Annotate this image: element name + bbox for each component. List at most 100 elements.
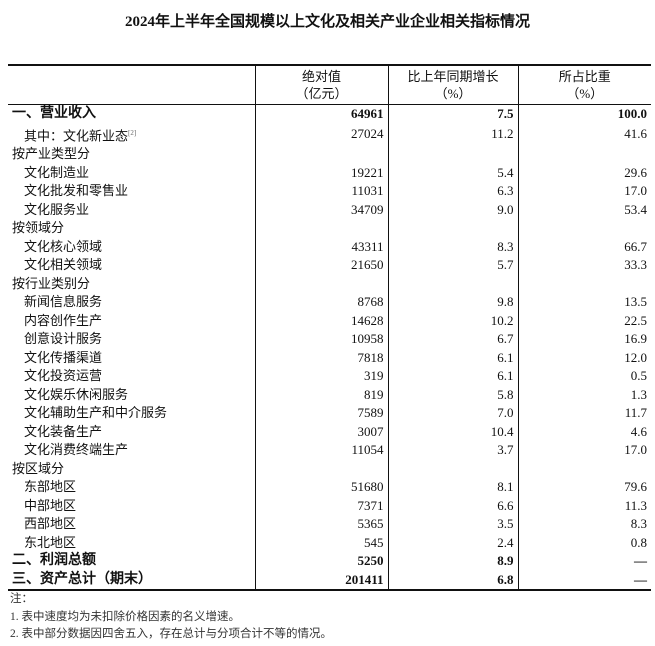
table-row: 文化相关领域 21650 5.7 33.3 (8, 255, 651, 275)
row-label: 文化投资运营 (24, 368, 103, 384)
cell-share: 33.3 (517, 255, 651, 275)
cell-growth: 6.7 (387, 329, 518, 349)
cell-value: 819 (254, 385, 388, 404)
cell-share: 11.3 (517, 496, 651, 515)
cell-growth: 6.1 (387, 348, 518, 367)
cell-value: 7818 (254, 348, 388, 367)
cell-value (254, 459, 388, 478)
cell-share: 0.8 (517, 533, 651, 552)
table-row: 按产业类型分 (8, 144, 651, 164)
cell-growth: 3.5 (387, 514, 518, 534)
cell-value: 7371 (254, 496, 388, 515)
table-row: 创意设计服务 10958 6.7 16.9 (8, 329, 651, 349)
cell-share: 8.3 (517, 514, 651, 534)
cell-value: 11031 (254, 181, 388, 201)
row-label: 按区域分 (12, 460, 65, 476)
cell-value: 8768 (254, 292, 388, 312)
table-row: 西部地区 5365 3.5 8.3 (8, 514, 651, 534)
table-row: 三、资产总计（期末） 201411 6.8— (8, 570, 651, 590)
row-label: 文化相关领域 (24, 257, 103, 273)
cell-growth: 6.1 (387, 366, 518, 386)
row-label: 西部地区 (24, 516, 77, 532)
table-row: 文化装备生产 3007 10.4 4.6 (8, 422, 651, 441)
cell-growth: 6.8 (387, 570, 518, 590)
row-label: 文化传播渠道 (24, 349, 103, 365)
row-label: 按产业类型分 (12, 146, 91, 162)
cell-growth: 5.7 (387, 255, 518, 275)
cell-growth: 2.4 (387, 533, 518, 552)
cell-share: 12.0 (517, 348, 651, 367)
row-label: 其中：文化新业态[2] (24, 127, 137, 143)
cell-value: 5250 (254, 551, 388, 571)
row-label: 东北地区 (24, 534, 77, 550)
row-label: 文化制造业 (24, 164, 90, 180)
cell-value: 64961 (254, 104, 388, 124)
row-label: 文化消费终端生产 (24, 442, 129, 458)
cell-growth: 7.5 (387, 104, 518, 124)
table-row: 二、利润总额 5250 8.9— (8, 551, 651, 571)
cell-share: 22.5 (517, 311, 651, 330)
cell-value: 10958 (254, 329, 388, 349)
header-blank (8, 65, 255, 105)
table-row: 文化消费终端生产 11054 3.7 17.0 (8, 440, 651, 460)
cell-growth: 8.9 (387, 551, 518, 571)
table-row: 文化服务业 34709 9.0 53.4 (8, 200, 651, 219)
footnote-ref: [2] (128, 128, 137, 137)
cell-growth: 9.0 (387, 200, 518, 219)
table-row: 文化投资运营 319 6.1 0.5 (8, 366, 651, 386)
cell-value: 7589 (254, 403, 388, 423)
cell-share: — (517, 570, 651, 590)
table-row: 一、营业收入 64961 7.5 100.0 (8, 104, 651, 124)
row-label: 按行业类别分 (12, 275, 91, 291)
cell-share: 1.3 (517, 385, 651, 404)
cell-growth (387, 218, 518, 238)
cell-share: — (517, 551, 651, 571)
cell-growth: 9.8 (387, 292, 518, 312)
table-row: 中部地区 7371 6.6 11.3 (8, 496, 651, 515)
row-label: 东部地区 (24, 479, 77, 495)
table-row: 文化辅助生产和中介服务 7589 7.0 11.7 (8, 403, 651, 423)
cell-growth: 5.4 (387, 163, 518, 182)
cell-growth: 5.8 (387, 385, 518, 404)
row-label: 三、资产总计（期末） (12, 571, 152, 587)
cell-share: 11.7 (517, 403, 651, 423)
row-label: 新闻信息服务 (24, 294, 103, 310)
cell-value: 21650 (254, 255, 388, 275)
table-row: 东北地区 545 2.4 0.8 (8, 533, 651, 552)
table-row: 按领域分 (8, 218, 651, 238)
row-label: 创意设计服务 (24, 331, 103, 347)
header-value: 绝对值 （亿元） (254, 65, 388, 105)
table-row: 内容创作生产 14628 10.2 22.5 (8, 311, 651, 330)
table-title: 2024年上半年全国规模以上文化及相关产业企业相关指标情况 (124, 14, 530, 30)
cell-value: 5365 (254, 514, 388, 534)
table-row: 东部地区 51680 8.1 79.6 (8, 477, 651, 497)
notes: 注： 1. 表中速度均为未扣除价格因素的名义增速。 2. 表中部分数据因四舍五入… (10, 591, 332, 644)
indicator-table: 绝对值 （亿元） 比上年同期增长 （%） 所占比重 （%） 一、营业收入 64961 7.… (8, 64, 651, 591)
cell-share: 17.0 (517, 440, 651, 460)
table-row: 按区域分 (8, 459, 651, 478)
cell-growth: 3.7 (387, 440, 518, 460)
cell-share: 17.0 (517, 181, 651, 201)
cell-share: 13.5 (517, 292, 651, 312)
cell-share (517, 218, 651, 238)
cell-growth: 7.0 (387, 403, 518, 423)
row-label: 文化装备生产 (24, 423, 103, 439)
note-1: 1. 表中速度均为未扣除价格因素的名义增速。 (10, 610, 240, 623)
cell-share: 79.6 (517, 477, 651, 497)
row-label: 文化核心领域 (24, 238, 103, 254)
cell-value: 51680 (254, 477, 388, 497)
cell-share: 29.6 (517, 163, 651, 182)
header-growth: 比上年同期增长 （%） (387, 65, 518, 105)
cell-growth: 10.4 (387, 422, 518, 441)
cell-growth: 10.2 (387, 311, 518, 330)
cell-share: 100.0 (517, 104, 651, 124)
cell-growth: 8.3 (387, 237, 518, 256)
cell-share: 41.6 (517, 123, 651, 145)
row-label: 文化批发和零售业 (24, 183, 129, 199)
cell-growth: 8.1 (387, 477, 518, 497)
cell-share: 66.7 (517, 237, 651, 256)
cell-share (517, 144, 651, 164)
table-row: 文化批发和零售业 11031 6.3 17.0 (8, 181, 651, 201)
cell-growth (387, 144, 518, 164)
cell-value: 545 (254, 533, 388, 552)
